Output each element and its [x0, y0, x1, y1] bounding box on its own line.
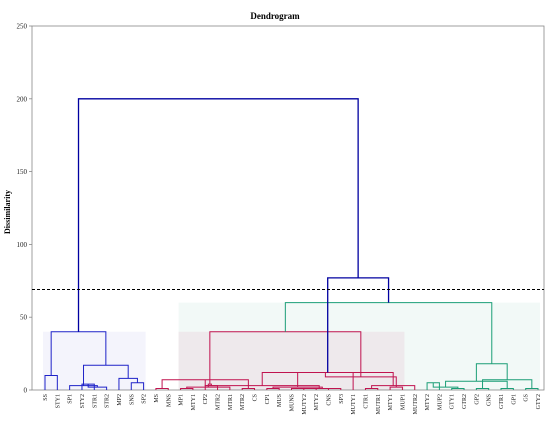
leaf-label: SP2: [142, 394, 148, 404]
leaf-label: MTY1: [388, 394, 394, 410]
leaf-label: STY1: [55, 394, 61, 408]
y-tick-label: 200: [17, 95, 28, 103]
dendrogram-link: [77, 98, 359, 332]
leaf-label: GTY1: [450, 394, 456, 409]
dendrogram-link: [297, 388, 342, 390]
leaf-label: MUS: [277, 394, 283, 407]
leaf-label: GTR2: [462, 394, 468, 409]
leaf-label: SP3: [339, 394, 345, 404]
leaf-label: MUP2: [437, 394, 443, 410]
leaf-label: CP1: [265, 394, 271, 404]
y-tick-label: 250: [17, 23, 28, 31]
leaf-label: STR2: [105, 394, 111, 408]
cluster-box: [178, 302, 540, 390]
leaf-label: GS: [524, 394, 530, 402]
leaf-label: MTR2: [240, 394, 246, 410]
y-tick-label: 50: [20, 314, 28, 322]
chart-title: Dendrogram: [250, 11, 300, 21]
leaf-label: MUP1: [400, 394, 406, 410]
plot-frame: [31, 25, 545, 391]
leaf-label: MUTY2: [302, 394, 308, 415]
leaf-label: GP2: [474, 394, 480, 405]
leaf-label: GTY2: [536, 394, 542, 409]
leaf-label: GP1: [511, 394, 517, 405]
y-axis-label: Dissimilarity: [3, 190, 12, 234]
leaf-label: CTR1: [363, 394, 369, 409]
leaf-label: MTY1: [191, 394, 197, 410]
leaf-label: SNS: [129, 394, 135, 405]
leaf-label: STY2: [80, 394, 86, 408]
leaf-label: CS: [253, 394, 259, 401]
leaf-label: MNS: [166, 394, 172, 407]
leaf-label: MP1: [179, 394, 185, 406]
y-axis-ticks: 0 50 100 150 200 250: [17, 23, 32, 395]
cluster-box: [43, 331, 146, 390]
y-tick-label: 100: [17, 241, 28, 249]
leaf-label: GTR1: [499, 394, 505, 409]
leaf-label: MUTR2: [413, 394, 419, 414]
leaf-label: CNS: [326, 394, 332, 406]
leaf-label: GNS: [487, 394, 493, 406]
leaf-label: MP2: [117, 394, 123, 406]
leaf-label: CP2: [203, 394, 209, 404]
leaf-label: MS: [154, 394, 160, 403]
leaf-labels: SS STY1 SP1 STY2 STR1 STR2 MP2 SNS SP2 MS MNS MP1 MT…: [43, 394, 542, 415]
leaf-label: MTY2: [425, 394, 431, 410]
y-tick-label: 0: [24, 387, 28, 395]
cluster-boxes: [43, 302, 540, 390]
leaf-label: MUTY1: [351, 394, 357, 415]
leaf-label: MTR2: [216, 394, 222, 410]
leaf-label: MUTR1: [376, 394, 382, 414]
leaf-label: MUNS: [290, 394, 296, 411]
dendrogram-links: [44, 98, 539, 390]
leaf-label: STR1: [92, 394, 98, 408]
leaf-label: SP1: [68, 394, 74, 404]
leaf-label: MTY2: [314, 394, 320, 410]
leaf-label: SS: [43, 394, 49, 401]
y-tick-label: 150: [17, 168, 28, 176]
leaf-label: MTR1: [228, 394, 234, 410]
